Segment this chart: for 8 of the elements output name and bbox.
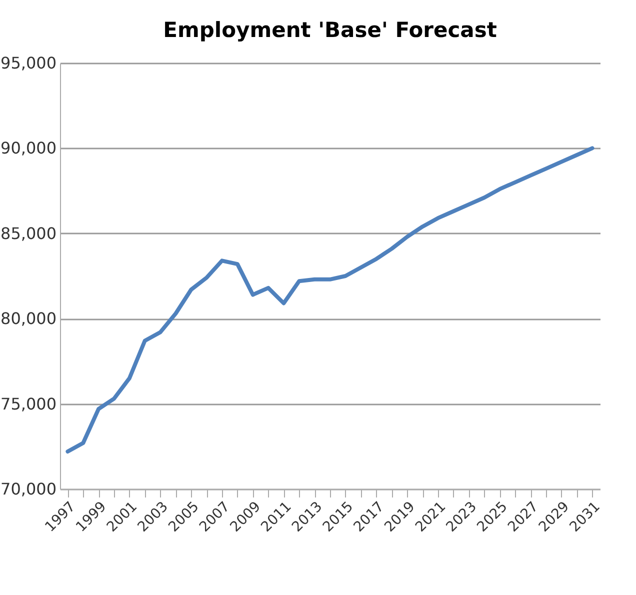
line-series: [66, 146, 594, 454]
y-tick-label: 85,000: [0, 224, 56, 243]
y-tick-label: 80,000: [0, 309, 56, 328]
chart-title: Employment 'Base' Forecast: [163, 18, 497, 42]
y-tick-label: 90,000: [0, 138, 56, 158]
y-tick-label: 75,000: [0, 394, 56, 414]
y-tick-label: 95,000: [0, 54, 56, 72]
y-tick-label: 70,000: [0, 480, 56, 498]
